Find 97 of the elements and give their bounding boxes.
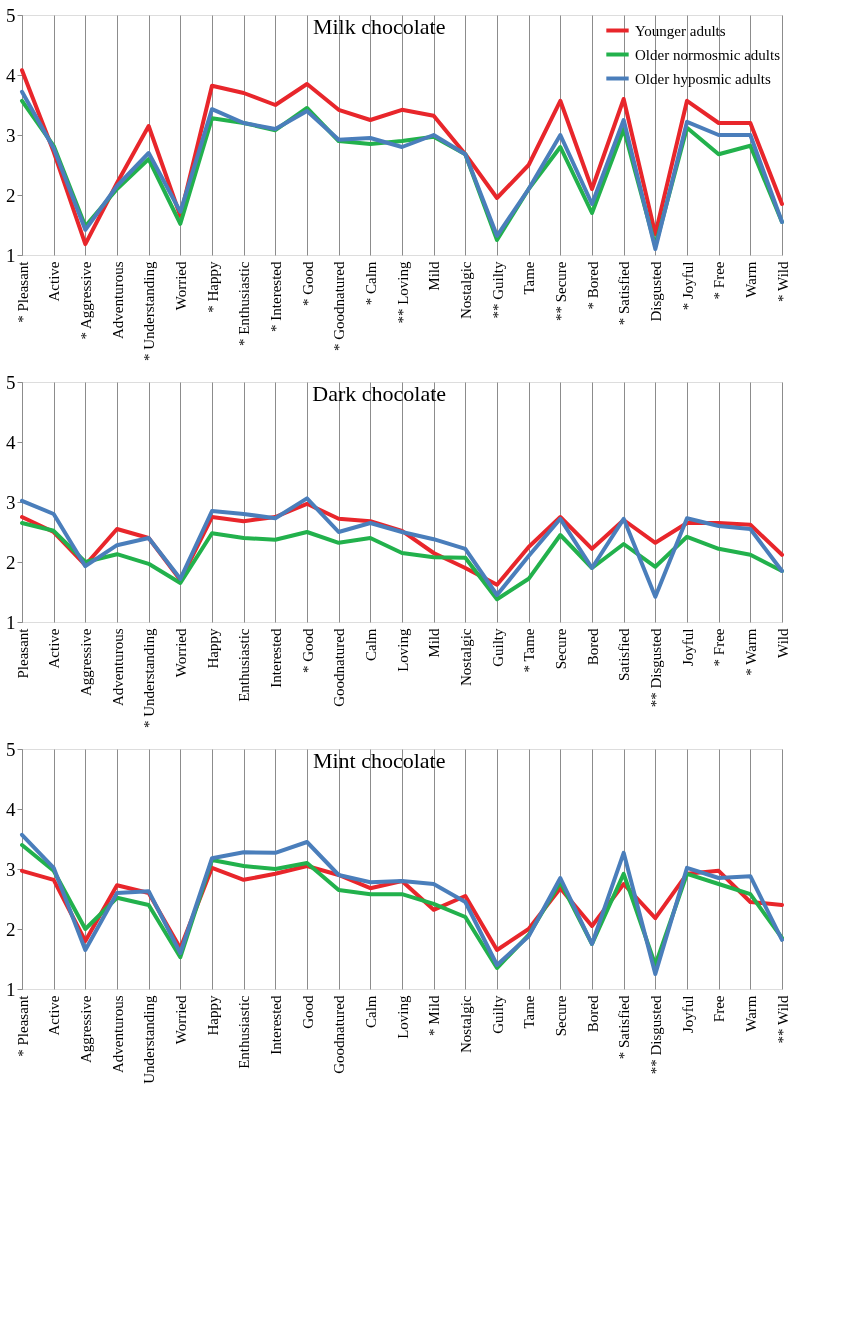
legend-label: Older normosmic adults — [635, 46, 781, 63]
x-tick-label: Guilty — [489, 995, 506, 1034]
x-tick-label: Loving — [394, 995, 411, 1039]
y-tick-label: 2 — [6, 184, 16, 206]
y-tick-label: 1 — [6, 978, 16, 1000]
x-tick-label: Goodnatured — [331, 995, 348, 1074]
y-tick-label: 4 — [6, 64, 16, 86]
x-tick-label: ** Wild — [774, 995, 791, 1044]
x-tick-label: Nostalgic — [457, 995, 474, 1053]
x-tick-label: Secure — [552, 995, 569, 1037]
x-tick-label: Nostalgic — [457, 261, 474, 319]
x-tick-label: Active — [46, 995, 63, 1036]
x-tick-label: Adventurous — [109, 261, 126, 339]
x-tick-label: * Good — [299, 628, 316, 674]
x-tick-label: Happy — [204, 995, 221, 1036]
x-tick-label: Mild — [426, 628, 443, 658]
x-tick-label: * Good — [299, 261, 316, 307]
y-tick-label: 4 — [6, 798, 16, 820]
x-tick-label: Happy — [204, 628, 221, 669]
x-tick-label: * Wild — [774, 261, 791, 302]
x-tick-label: Active — [46, 261, 63, 302]
legend-label: Younger adults — [635, 22, 726, 39]
y-tick-label: 5 — [6, 371, 16, 393]
x-tick-label: * Aggressive — [77, 261, 94, 340]
x-tick-label: * Bored — [584, 261, 601, 310]
x-tick-label: Worried — [172, 261, 189, 311]
y-tick-label: 3 — [6, 491, 16, 513]
x-tick-label: * Joyful — [679, 261, 696, 311]
x-tick-label: Adventurous — [109, 628, 126, 706]
x-tick-label: * Understanding — [141, 628, 158, 729]
x-tick-label: Disgusted — [647, 261, 664, 322]
x-tick-label: Understanding — [141, 995, 158, 1084]
chart-title: Dark chocolate — [312, 381, 447, 406]
x-tick-label: * Satisfied — [616, 995, 633, 1060]
y-tick-label: 1 — [6, 244, 16, 266]
x-tick-label: * Goodnatured — [331, 261, 348, 352]
x-tick-label: Secure — [552, 628, 569, 670]
x-tick-label: Interested — [267, 628, 284, 688]
x-tick-label: ** Loving — [394, 261, 411, 324]
x-tick-label: * Free — [711, 628, 728, 667]
x-tick-label: * Satisfied — [616, 261, 633, 326]
x-tick-label: Bored — [584, 628, 601, 666]
x-tick-label: Goodnatured — [331, 628, 348, 707]
x-tick-label: * Pleasant — [14, 260, 31, 323]
x-tick-label: Warm — [742, 261, 759, 298]
x-tick-label: Guilty — [489, 628, 506, 667]
x-tick-label: Calm — [362, 628, 379, 661]
x-tick-label: Good — [299, 995, 316, 1029]
x-tick-label: Worried — [172, 995, 189, 1045]
x-tick-label: Bored — [584, 995, 601, 1033]
x-tick-label: Loving — [394, 628, 411, 672]
x-tick-label: Active — [46, 628, 63, 669]
x-tick-label: Nostalgic — [457, 628, 474, 686]
x-tick-label: Warm — [742, 995, 759, 1032]
x-tick-label: * Interested — [267, 261, 284, 332]
x-tick-label: * Happy — [204, 261, 221, 313]
x-tick-label: Aggressive — [77, 995, 94, 1063]
x-tick-label: * Free — [711, 261, 728, 300]
y-tick-label: 5 — [6, 738, 16, 760]
x-tick-label: Tame — [521, 995, 538, 1029]
x-tick-label: * Warm — [742, 628, 759, 676]
x-tick-label: ** Disgusted — [647, 628, 664, 708]
x-tick-label: * Pleasant — [14, 994, 31, 1057]
x-tick-label: ** Secure — [552, 261, 569, 322]
x-tick-label: Joyful — [679, 995, 696, 1033]
x-tick-label: Interested — [267, 995, 284, 1055]
x-tick-label: * Enthusiastic — [236, 261, 253, 347]
y-tick-label: 3 — [6, 858, 16, 880]
x-tick-label: Calm — [362, 995, 379, 1028]
x-tick-label: * Calm — [362, 261, 379, 306]
x-tick-label: Wild — [774, 628, 791, 658]
x-tick-label: Mild — [426, 261, 443, 291]
x-tick-label: * Mild — [426, 995, 443, 1036]
y-tick-label: 1 — [6, 611, 16, 633]
x-tick-label: Tame — [521, 261, 538, 295]
x-tick-label: * Tame — [521, 628, 538, 673]
y-tick-label: 2 — [6, 918, 16, 940]
x-tick-label: Satisfied — [616, 628, 633, 681]
x-tick-label: ** Guilty — [489, 261, 506, 319]
x-tick-label: Enthusiastic — [236, 995, 253, 1069]
x-tick-label: Enthusiastic — [236, 628, 253, 702]
chart-title: Mint chocolate — [312, 748, 446, 773]
y-tick-label: 5 — [6, 4, 16, 26]
y-tick-label: 2 — [6, 551, 16, 573]
legend-label: Older hyposmic adults — [635, 70, 771, 87]
line-series — [20, 496, 784, 599]
x-tick-label: Aggressive — [77, 628, 94, 696]
chart-title: Milk chocolate — [312, 14, 446, 39]
x-tick-label: Pleasant — [14, 627, 31, 679]
x-tick-label: Adventurous — [109, 995, 126, 1073]
x-tick-label: Joyful — [679, 628, 696, 666]
x-tick-label: Free — [711, 995, 728, 1023]
x-tick-label: * Understanding — [141, 261, 158, 362]
y-tick-label: 3 — [6, 124, 16, 146]
y-tick-label: 4 — [6, 431, 16, 453]
x-tick-label: Worried — [172, 628, 189, 678]
x-tick-label: ** Disgusted — [647, 995, 664, 1075]
